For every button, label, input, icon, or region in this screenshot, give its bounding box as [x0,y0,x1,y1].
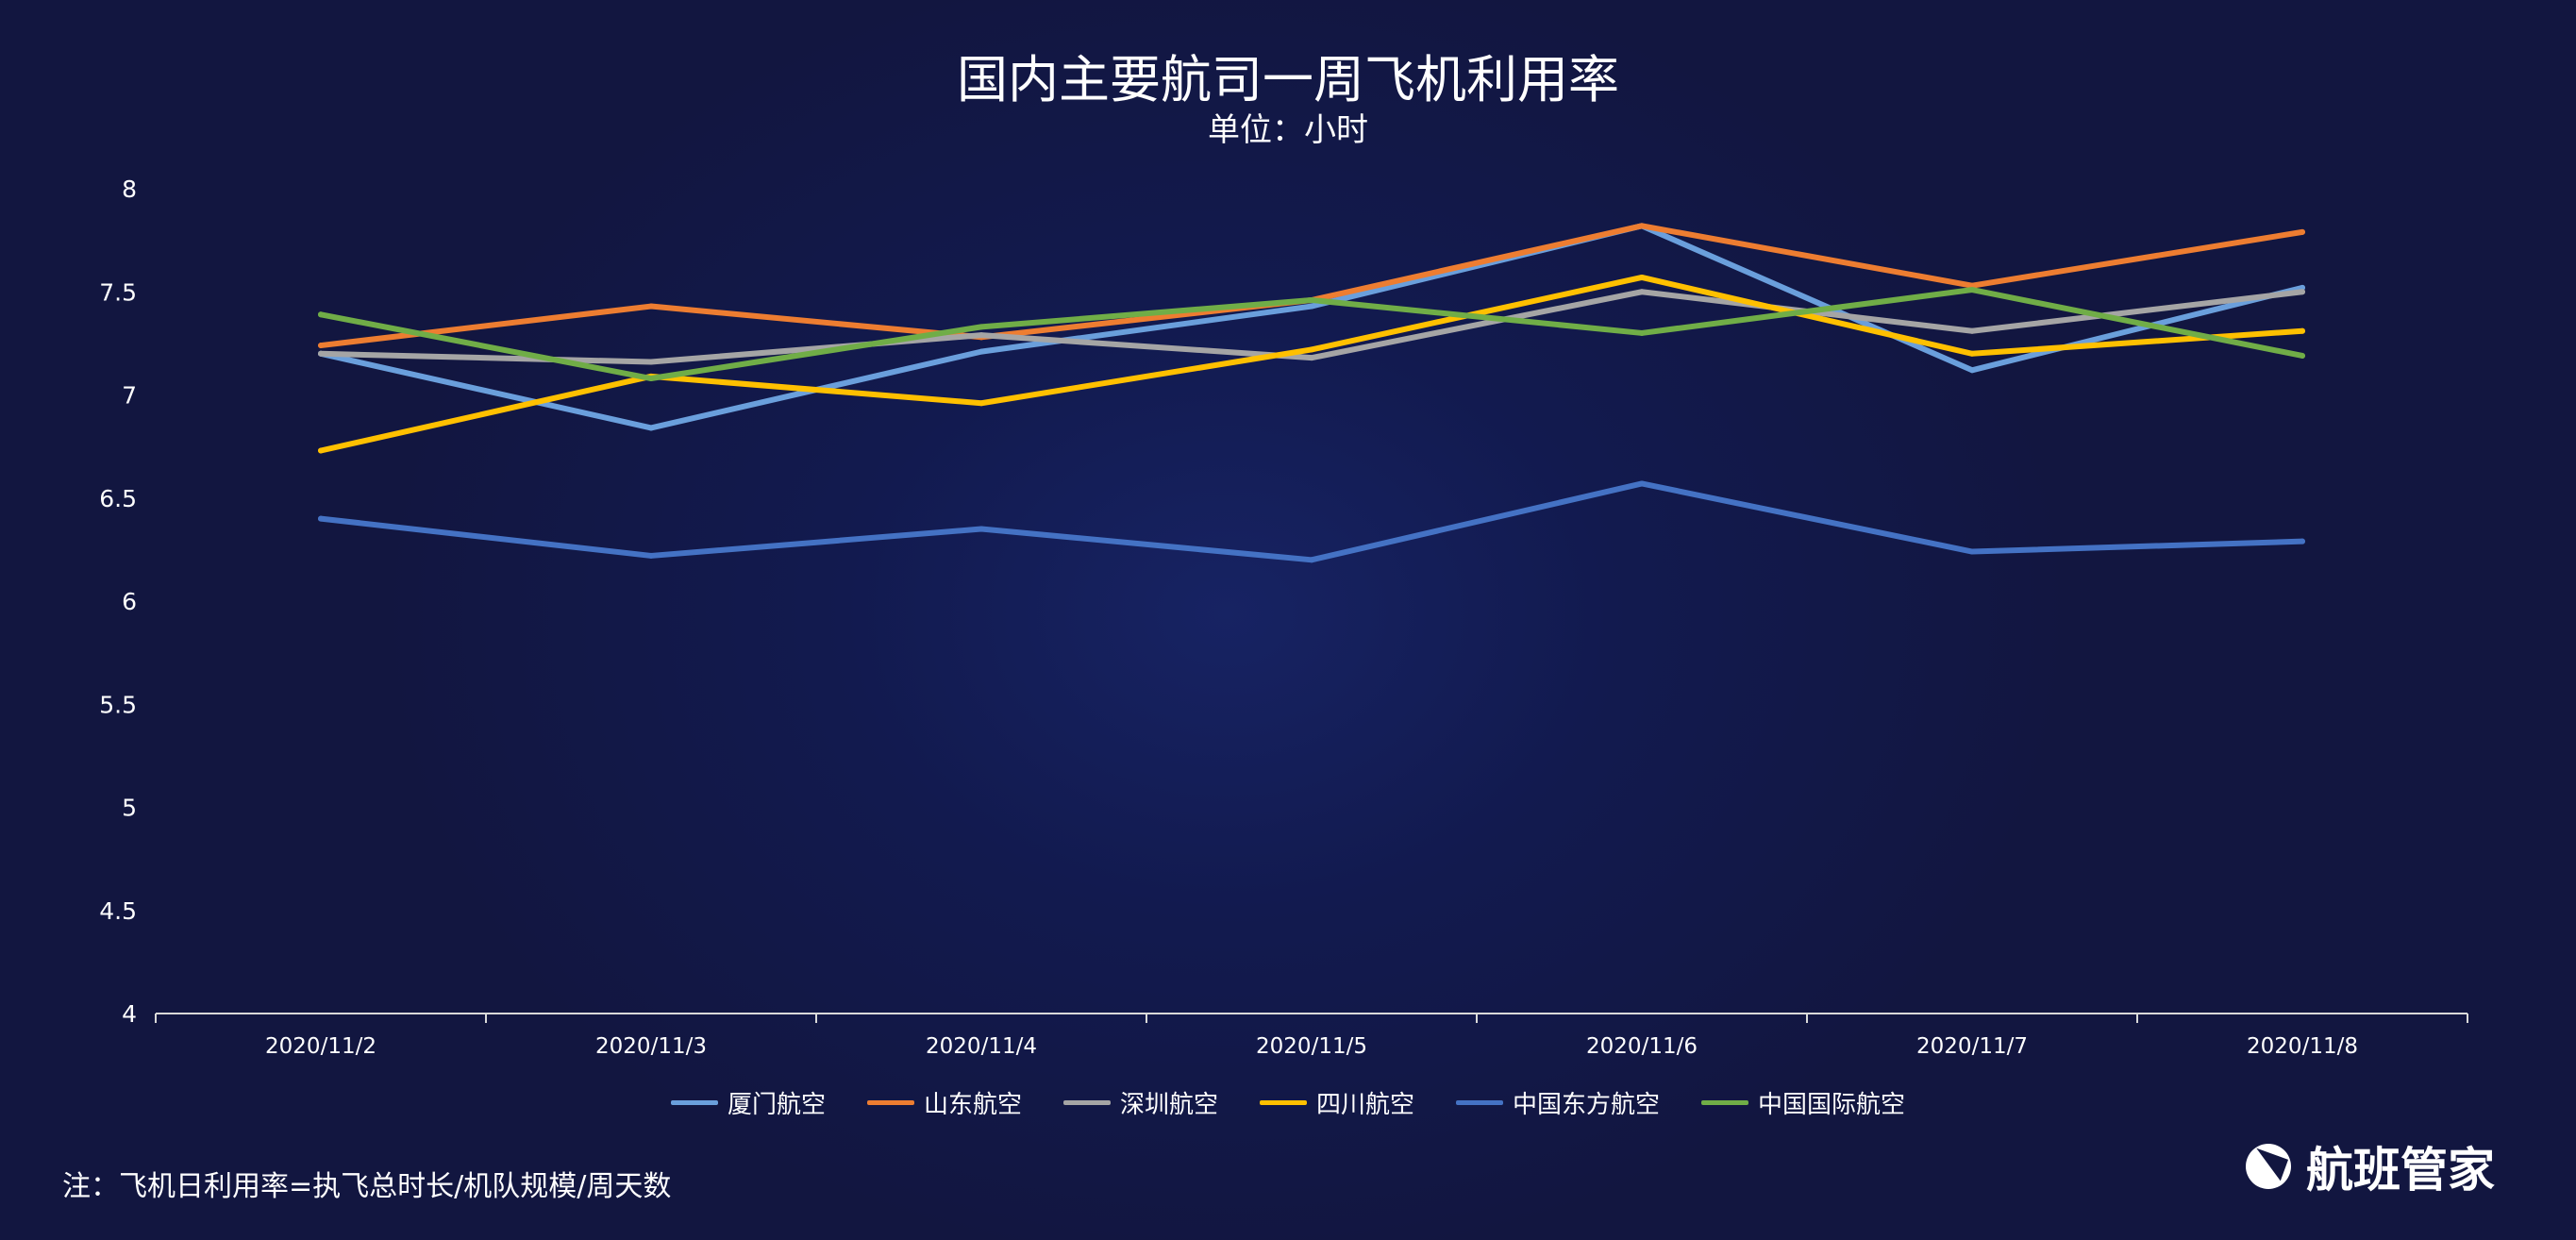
data-point [979,332,984,339]
legend: 厦门航空 山东航空 深圳航空 四川航空 中国东方航空 中国国际航空 [0,1085,2576,1120]
y-tick-label: 5 [122,795,137,822]
data-point [2300,228,2305,235]
legend-swatch [1701,1100,1749,1105]
data-point [648,552,654,559]
data-point [1969,327,1975,334]
data-point [2300,289,2305,295]
chart-subtitle: 单位：小时 [1208,111,1368,149]
legend-item[interactable]: 厦门航空 [670,1085,826,1120]
logo-text: 航班管家 [2306,1143,2495,1198]
data-point [318,311,324,318]
legend-label: 山东航空 [923,1091,1022,1119]
data-point [648,376,654,382]
legend-item[interactable]: 深圳航空 [1062,1085,1218,1120]
legend-swatch [866,1100,914,1105]
legend-item[interactable]: 四川航空 [1260,1085,1414,1120]
data-point [1639,289,1645,295]
data-point [648,303,654,310]
data-point [1969,287,1975,293]
data-point [1309,557,1314,563]
x-tick-label: 2020/11/6 [1586,1034,1698,1059]
data-point [648,425,654,431]
legend-swatch [1260,1100,1307,1105]
y-tick-label: 4 [122,1000,137,1028]
data-point [1639,274,1645,280]
data-point [1639,329,1645,336]
data-point [2300,327,2305,334]
legend-label: 四川航空 [1316,1091,1415,1119]
data-point [1969,548,1975,555]
data-point [1309,296,1314,303]
legend-label: 中国国际航空 [1758,1091,1906,1119]
data-point [1309,303,1314,310]
x-tick-label: 2020/11/7 [1916,1034,2028,1059]
x-tick-label: 2020/11/4 [926,1034,1037,1059]
data-point [1969,282,1975,289]
legend-label: 厦门航空 [727,1091,826,1119]
data-point [979,400,984,407]
data-point [318,343,324,349]
data-point [648,359,654,365]
data-point [979,526,984,532]
chart-title: 国内主要航司一周飞机利用率 [957,50,1619,109]
data-point [1309,355,1314,361]
y-tick-label: 7.5 [99,278,137,306]
y-tick-label: 6 [122,588,137,615]
y-tick-label: 5.5 [99,691,137,718]
series-line-5 [318,287,2305,382]
footnote: 注：飞机日利用率=执飞总时长/机队规模/周天数 [62,1170,672,1203]
data-point [1969,367,1975,374]
data-point [1639,223,1645,229]
data-point [2300,352,2305,359]
y-tick-label: 4.5 [99,897,137,925]
data-point [979,348,984,355]
data-point [1639,480,1645,487]
x-tick-label: 2020/11/3 [595,1034,707,1059]
legend-item[interactable]: 中国东方航空 [1456,1085,1660,1120]
y-tick-label: 7 [122,382,137,410]
legend-item[interactable]: 山东航空 [866,1085,1022,1120]
legend-item[interactable]: 中国国际航空 [1701,1085,1905,1120]
series-line-4 [318,480,2305,563]
legend-swatch [670,1100,718,1105]
brand-logo: 航班管家 [2246,1132,2495,1200]
data-point [2300,284,2305,291]
legend-label: 中国东方航空 [1513,1091,1661,1119]
x-tick-label: 2020/11/2 [265,1034,376,1059]
data-point [318,447,324,454]
y-tick-label: 8 [122,176,137,203]
data-point [2300,538,2305,545]
data-point [1309,346,1314,353]
data-point [318,515,324,522]
legend-swatch [1456,1100,1504,1105]
data-point [1969,350,1975,357]
data-point [318,350,324,357]
data-point [979,324,984,330]
x-tick-label: 2020/11/5 [1256,1034,1367,1059]
y-tick-label: 6.5 [99,485,137,512]
legend-label: 深圳航空 [1119,1091,1218,1119]
legend-swatch [1062,1100,1111,1105]
plane-globe-icon [2246,1144,2291,1189]
x-tick-label: 2020/11/8 [2247,1034,2358,1059]
